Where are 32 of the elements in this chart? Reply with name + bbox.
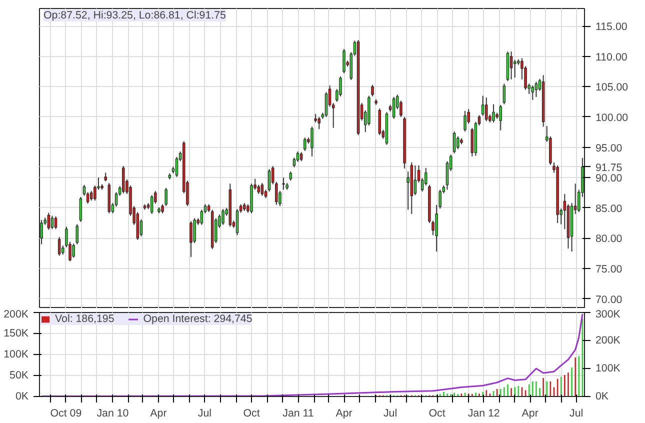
y-tick-label: 85.00: [596, 202, 622, 215]
x-tick-label: Jul: [570, 408, 584, 420]
y-tick-label: 91.75: [596, 162, 622, 174]
y-tick-label: 115.00: [596, 21, 628, 34]
y2-tick-label: 300K: [596, 308, 620, 320]
annotation: Op:87.52, Hi:93.25, Lo:86.81, Cl:91.75: [44, 10, 226, 22]
x-tick-label: Oct: [243, 408, 260, 420]
x-tick-label: Oct 09: [50, 408, 82, 420]
y-tick-label: 105.00: [596, 82, 628, 94]
x-tick-label: Jul: [383, 408, 398, 420]
x-tick-label: Apr: [150, 408, 168, 420]
x-tick-label: Jul: [198, 408, 212, 420]
x-tick-label: Jan 12: [468, 408, 500, 420]
x-tick-label: Oct: [428, 408, 446, 420]
x-tick-label: Apr: [522, 408, 539, 420]
y-tick-label: 90.00: [596, 172, 622, 185]
legend-label: Vol: 186,195: [55, 313, 114, 325]
legend-label: Open Interest: 294,745: [143, 313, 252, 325]
y-tick-label: 100K: [4, 348, 29, 360]
y-tick-label: 0K: [15, 390, 29, 402]
y-tick-label: 95.00: [596, 142, 622, 154]
y-tick-label: 50K: [10, 370, 29, 382]
y-tick-label: 100.00: [596, 112, 628, 124]
y-tick-label: 110.00: [596, 51, 628, 64]
y-tick-label: 80.00: [596, 233, 622, 246]
x-tick-label: Apr: [336, 408, 353, 420]
x-tick-label: Jan 10: [96, 408, 129, 420]
y-tick-label: 200K: [4, 308, 29, 320]
y-tick-label: 150K: [4, 328, 29, 340]
y-tick-label: 70.00: [596, 294, 622, 306]
y-tick-label: 75.00: [596, 264, 622, 276]
x-tick-label: Jan 11: [282, 408, 314, 420]
